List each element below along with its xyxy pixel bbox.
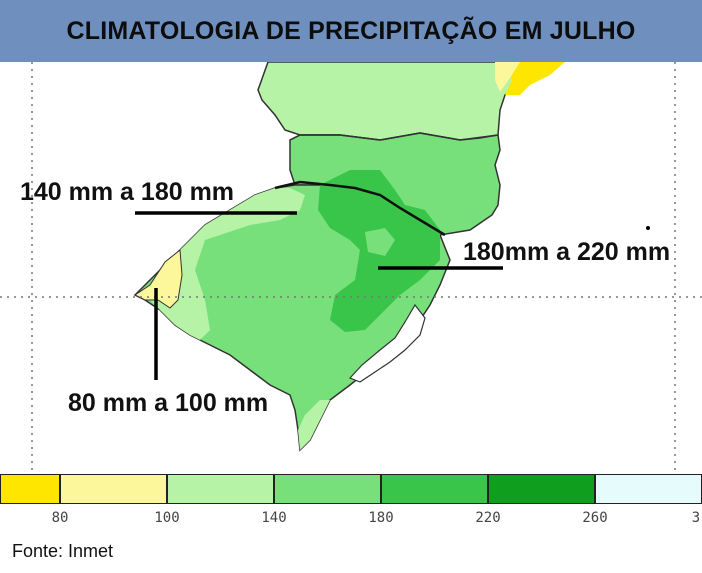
- legend-swatch: [0, 474, 60, 504]
- legend-tick-label: 80: [51, 510, 69, 526]
- region-northeast-yellow: [505, 62, 565, 95]
- zone-light-green-west: [150, 188, 305, 340]
- border-sc-rs: [274, 180, 446, 237]
- border-pr-sc: [289, 132, 499, 141]
- legend-tick-label: 180: [368, 510, 394, 526]
- lagoa-dos-patos: [348, 303, 426, 383]
- legend-tick-label: 260: [582, 510, 608, 526]
- region-northeast-pale: [495, 62, 520, 92]
- legend-tick-label: 220: [475, 510, 501, 526]
- precipitation-map: 140 mm a 180 mm 180mm a 220 mm 80 mm a 1…: [0, 62, 702, 472]
- zone-medium-green-hole: [365, 228, 395, 256]
- zone-light-green-south: [298, 400, 330, 450]
- marker-dot: [646, 226, 650, 230]
- source-caption: Fonte: Inmet: [12, 541, 114, 561]
- annotation-80-100: 80 mm a 100 mm: [68, 389, 269, 417]
- region-parana: [257, 62, 531, 141]
- zone-yellow-west: [134, 249, 183, 309]
- map-svg: [0, 62, 702, 472]
- color-legend: 80 100 140 180 220 260 3: [0, 472, 702, 532]
- annotation-180-220: 180mm a 220 mm: [463, 238, 671, 266]
- legend-swatch: [274, 474, 381, 504]
- legend-swatch: [381, 474, 488, 504]
- legend-swatch: [167, 474, 274, 504]
- grid-lines: [0, 62, 702, 472]
- annotation-140-180: 140 mm a 180 mm: [20, 178, 235, 206]
- legend-tick-label: 3: [691, 510, 701, 526]
- annotation-lines: [135, 211, 503, 380]
- legend-swatch: [60, 474, 167, 504]
- legend-swatch: [595, 474, 702, 504]
- legend-tick-label: 140: [261, 510, 287, 526]
- map-title: CLIMATOLOGIA DE PRECIPITAÇÃO EM JULHO: [66, 16, 636, 45]
- legend-tick-label: 100: [154, 510, 180, 526]
- title-bar: CLIMATOLOGIA DE PRECIPITAÇÃO EM JULHO: [0, 0, 702, 62]
- legend-swatch: [488, 474, 595, 504]
